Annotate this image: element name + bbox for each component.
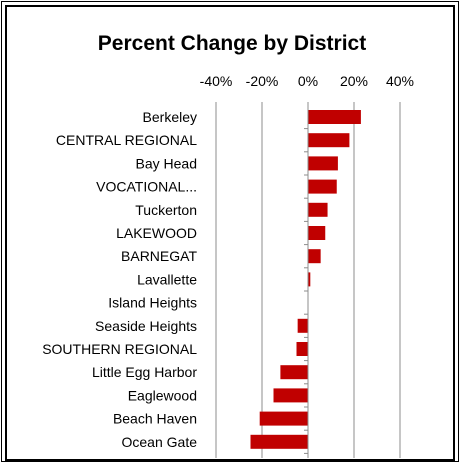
bar — [297, 318, 308, 333]
x-tick-label: -20% — [246, 73, 279, 89]
category-label: LAKEWOOD — [116, 225, 197, 241]
bar — [296, 342, 308, 356]
x-tick-label: 40% — [386, 73, 414, 89]
inner-frame — [5, 5, 455, 461]
bar — [308, 156, 338, 171]
x-tick-label: 0% — [298, 73, 318, 89]
x-tick-label: 20% — [340, 73, 368, 89]
bar — [308, 133, 350, 148]
x-tick-label: -40% — [200, 73, 233, 89]
bar — [308, 226, 326, 240]
category-label: Eaglewood — [128, 387, 197, 403]
category-label: Little Egg Harbor — [92, 364, 197, 380]
category-label: VOCATIONAL... — [96, 179, 197, 195]
category-label: SOUTHERN REGIONAL — [42, 341, 197, 357]
chart-title: Percent Change by District — [97, 32, 367, 55]
category-label: Lavallette — [137, 271, 197, 287]
category-label: CENTRAL REGIONAL — [56, 132, 197, 148]
outer-frame — [1, 1, 459, 462]
bar — [308, 249, 321, 264]
bar — [308, 272, 311, 287]
category-label: Ocean Gate — [122, 434, 198, 450]
bar — [280, 365, 308, 380]
category-label: Tuckerton — [135, 202, 197, 218]
category-label: Berkeley — [143, 109, 197, 125]
bar — [250, 434, 308, 449]
category-label: Bay Head — [136, 155, 197, 171]
bar — [308, 179, 337, 194]
category-label: Island Heights — [108, 295, 197, 311]
category-label: Seaside Heights — [95, 318, 197, 334]
category-label: BARNEGAT — [121, 248, 197, 264]
bar — [259, 411, 308, 426]
bar — [273, 388, 308, 403]
bar — [308, 202, 328, 217]
bar — [308, 110, 361, 124]
category-label: Beach Haven — [113, 411, 197, 427]
